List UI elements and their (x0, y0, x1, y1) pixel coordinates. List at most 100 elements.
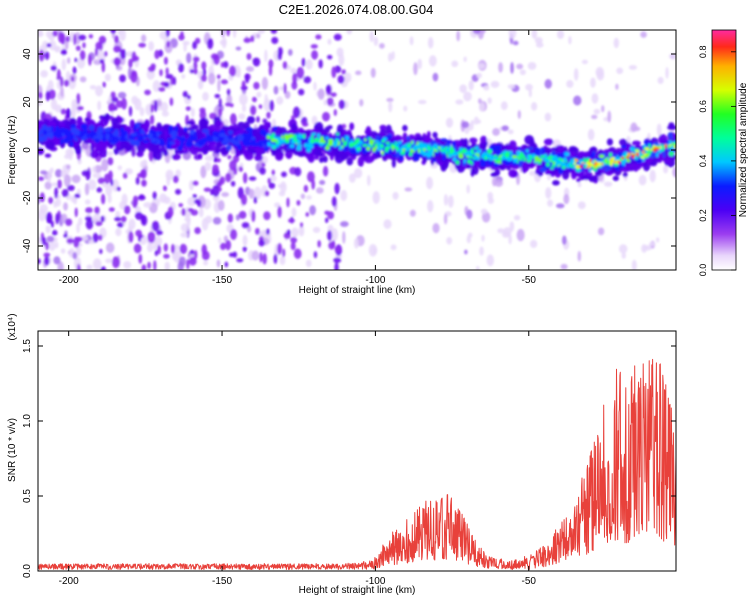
spectrogram-ridge-core-cell (97, 126, 104, 134)
spectrogram-noise-cell (53, 200, 58, 208)
spectrogram-peak-cell (320, 136, 324, 141)
spectrogram-clutter-cell (102, 81, 106, 88)
spectrogram-noise-cell (427, 37, 434, 49)
spectrogram-peak-cell (643, 144, 647, 147)
spectrogram-noise-cell (105, 184, 113, 197)
spectrogram-noise-cell (346, 30, 353, 35)
spectrogram-clutter-cell (334, 245, 342, 254)
spectrogram-clutter-cell (139, 194, 145, 199)
spectrogram-noise-cell (273, 85, 279, 95)
snr-x-tick-label: -100 (365, 576, 385, 587)
spectrogram-peak-cell (569, 165, 574, 168)
spectrogram-clutter-cell (38, 258, 41, 265)
spectrogram-peak-cell (551, 157, 557, 161)
spectrogram-ridge-cell (649, 161, 658, 167)
spectrogram-noise-cell (386, 97, 394, 103)
spectrogram-clutter-cell (192, 41, 198, 50)
spectrogram-noise-cell (298, 225, 305, 237)
spectrogram-peak-cell (448, 154, 452, 158)
spectrogram-peak-cell (645, 153, 651, 157)
spectrogram-ridge-core-cell (620, 144, 628, 149)
spectrogram-noise-cell (339, 221, 349, 227)
spectrogram-clutter-cell (154, 49, 160, 60)
spectrogram-ridge-core-cell (55, 133, 63, 139)
spectrogram-noise-cell (348, 173, 356, 183)
spectrogram-noise-cell (383, 219, 392, 229)
spectrogram-noise-cell (180, 223, 190, 232)
spectrogram-clutter-cell (199, 110, 207, 120)
spectrogram-noise-cell (544, 79, 552, 89)
spectrogram-x-ticks: -200 -150 -100 -50 (59, 30, 536, 286)
spectrogram-noise-cell (372, 247, 378, 255)
spectrogram-peak-cell (419, 149, 424, 155)
spectrogram-peak-cell (527, 156, 531, 161)
spectrogram-noise-cell (232, 30, 237, 38)
spectrogram-clutter-cell (61, 49, 67, 56)
spectrogram-hot-cell (574, 158, 579, 162)
spectrogram-peak-cell (346, 137, 349, 142)
spectrogram-clutter-cell (256, 116, 260, 123)
spectrogram-ridge-cell (607, 170, 613, 176)
spectrogram-ridge-core-cell (65, 135, 72, 142)
spectrogram-clutter-cell (305, 212, 310, 217)
spectrogram-noise-cell (466, 235, 471, 244)
spectrogram-clutter-cell (212, 185, 220, 197)
spectrogram-noise-cell (217, 200, 225, 211)
spectrogram-peak-cell (536, 158, 543, 162)
spectrogram-noise-cell (241, 104, 247, 113)
spectrogram-clutter-cell (290, 242, 296, 251)
spectrogram-noise-cell (568, 36, 572, 45)
spectrogram-noise-cell (128, 218, 136, 230)
spectrogram-peak-cell (306, 147, 311, 153)
spectrogram-clutter-cell (67, 185, 75, 192)
spectrogram-ridge-core-cell (412, 154, 420, 161)
snr-x-tick-label: -150 (212, 576, 232, 587)
spectrogram-noise-cell (245, 66, 255, 72)
spectrogram-clutter-cell (154, 250, 158, 257)
spectrogram-clutter-cell (141, 264, 147, 270)
spectrogram-hot-cell (644, 147, 650, 151)
spectrogram-peak-cell (284, 135, 291, 140)
spectrogram-peak-cell (381, 139, 385, 143)
spectrogram-clutter-cell (263, 211, 271, 221)
spectrogram-y-tick-label: -20 (22, 190, 33, 205)
spectrogram-noise-cell (466, 184, 470, 194)
spectrogram-ridge-cell (298, 152, 305, 157)
spectrogram-clutter-cell (338, 99, 346, 110)
spectrogram-peak-cell (338, 145, 343, 151)
spectrogram-noise-cell (305, 259, 312, 268)
colorbar: 0.0 0.2 0.4 0.6 0.8 Normalized spectral ampl… (698, 29, 749, 276)
spectrogram-noise-cell (171, 251, 179, 261)
spectrogram-ridge-core-cell (180, 137, 187, 142)
spectrogram-noise-cell (459, 84, 467, 94)
spectrogram-noise-cell (277, 183, 286, 189)
spectrogram-noise-cell (153, 243, 157, 250)
spectrogram-noise-cell (278, 190, 286, 197)
spectrogram-clutter-cell (267, 177, 272, 185)
spectrogram-noise-cell (239, 93, 248, 106)
spectrogram-ridge-core-cell (185, 140, 191, 147)
spectrogram-clutter-cell (294, 167, 302, 177)
spectrogram-ridge-core-cell (176, 135, 182, 140)
spectrogram-ridge-core-cell (80, 123, 88, 130)
spectrogram-peak-cell (608, 152, 613, 157)
spectrogram-noise-cell (119, 30, 126, 42)
spectrogram-hot-cell (573, 162, 577, 165)
spectrogram-y-axis-label: Frequency (Hz) (7, 116, 18, 185)
spectrogram-noise-cell (527, 61, 537, 70)
spectrogram-noise-cell (60, 248, 66, 254)
spectrogram-noise-cell (525, 83, 533, 91)
spectrogram-clutter-cell (220, 242, 226, 251)
spectrogram-ridge-cell (152, 149, 163, 161)
spectrogram-noise-cell (672, 166, 676, 178)
spectrogram-clutter-cell (38, 176, 45, 181)
spectrogram-clutter-cell (75, 236, 83, 242)
spectrogram-clutter-cell (99, 248, 103, 255)
spectrogram-ridge-core-cell (635, 157, 643, 164)
spectrogram-noise-cell (270, 175, 277, 182)
spectrogram-peak-cell (328, 141, 334, 147)
spectrogram-clutter-cell (94, 206, 100, 214)
spectrogram-peak-cell (623, 151, 628, 156)
spectrogram-ridge-core-cell (137, 134, 144, 142)
spectrogram-peak-cell (278, 141, 282, 145)
